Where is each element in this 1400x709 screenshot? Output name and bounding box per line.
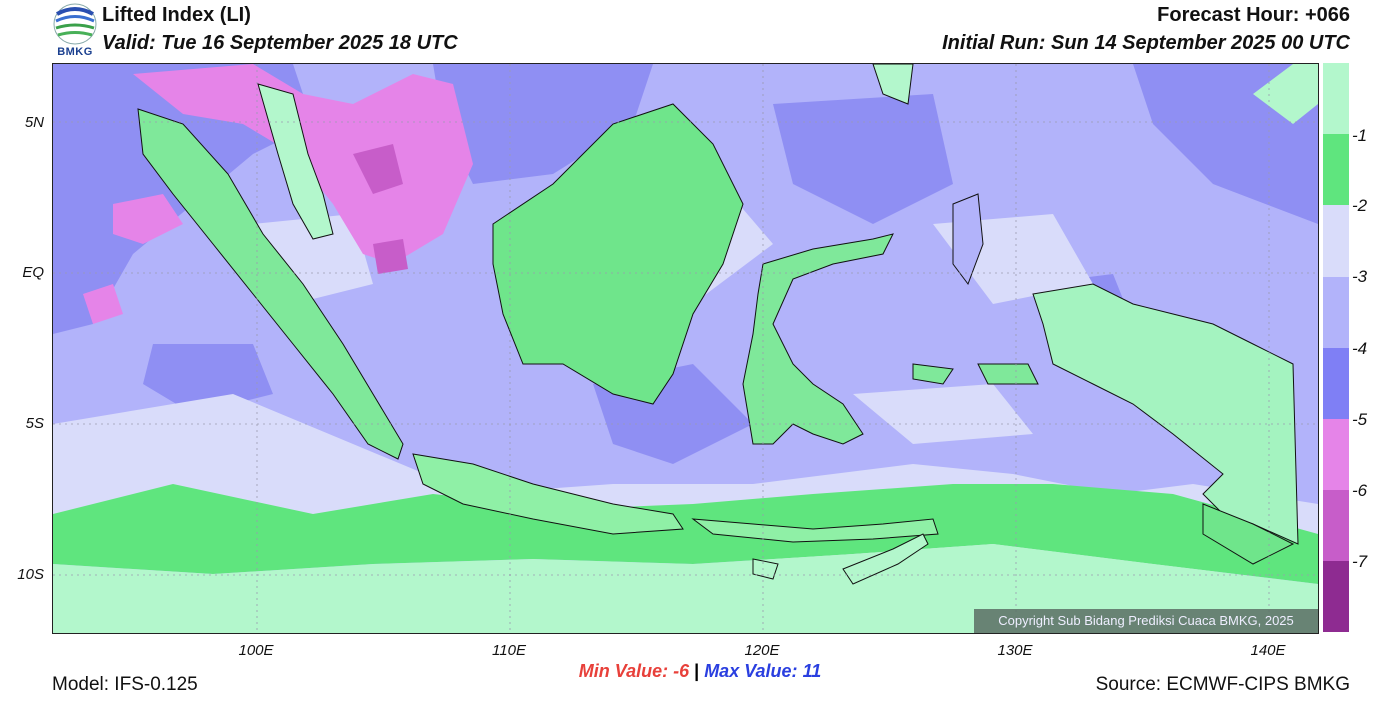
colorbar-label: -7 (1352, 552, 1367, 572)
colorbar-label: -3 (1352, 267, 1367, 287)
lat-label-5s: 5S (0, 415, 44, 432)
colorbar-segment (1323, 348, 1349, 419)
lat-label-10s: 10S (0, 566, 44, 583)
colorbar-label: -4 (1352, 339, 1367, 359)
lon-label-110e: 110E (492, 642, 526, 659)
logo-text: BMKG (52, 46, 98, 58)
map-title: Lifted Index (LI) (102, 3, 251, 27)
colorbar-segment (1323, 490, 1349, 561)
min-label: Min Value: (579, 661, 668, 681)
colorbar-segment (1323, 63, 1349, 134)
colorbar-label: -5 (1352, 410, 1367, 430)
colorbar-segment (1323, 561, 1349, 632)
colorbar-segment (1323, 205, 1349, 277)
colorbar-label: -2 (1352, 196, 1367, 216)
min-max-separator: | (694, 661, 699, 681)
lon-label-130e: 130E (997, 642, 1032, 659)
lon-label-100e: 100E (238, 642, 273, 659)
colorbar-label: -6 (1352, 481, 1367, 501)
min-value: -6 (673, 661, 689, 681)
lon-label-120e: 120E (744, 642, 779, 659)
lat-label-5n: 5N (0, 114, 44, 131)
colorbar (1323, 63, 1349, 632)
forecast-hour: Forecast Hour: +066 (1157, 3, 1350, 27)
max-value: 11 (803, 661, 822, 681)
colorbar-segment (1323, 419, 1349, 490)
initial-run: Initial Run: Sun 14 September 2025 00 UT… (942, 31, 1350, 55)
max-label: Max Value: (704, 661, 797, 681)
model-info: Model: IFS-0.125 (52, 674, 198, 696)
lat-label-eq: EQ (0, 264, 44, 281)
colorbar-segment (1323, 277, 1349, 348)
colorbar-label: -1 (1352, 126, 1367, 146)
source-info: Source: ECMWF-CIPS BMKG (1096, 674, 1350, 696)
lifted-index-map: Copyright Sub Bidang Prediksi Cuaca BMKG… (52, 63, 1319, 634)
lon-label-140e: 140E (1250, 642, 1285, 659)
colorbar-segment (1323, 134, 1349, 205)
valid-time: Valid: Tue 16 September 2025 18 UTC (102, 31, 458, 55)
copyright-notice: Copyright Sub Bidang Prediksi Cuaca BMKG… (974, 609, 1318, 633)
